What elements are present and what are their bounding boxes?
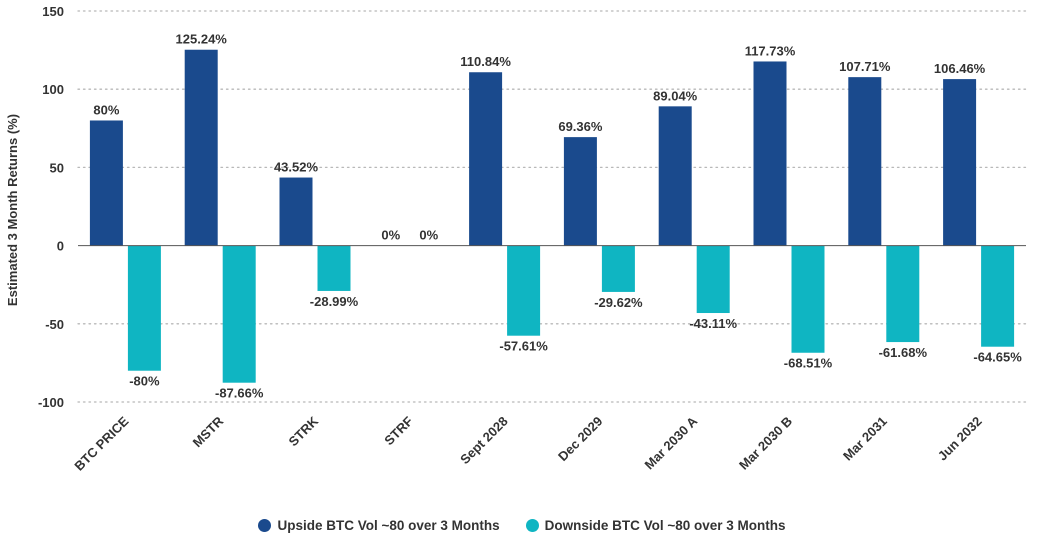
y-tick-label: 150	[42, 4, 64, 19]
upside-data-label: 125.24%	[176, 32, 228, 47]
downside-data-label: -28.99%	[310, 294, 359, 309]
x-tick-label: Jun 2032	[935, 414, 985, 464]
bars	[89, 49, 1015, 383]
x-tick-label: Dec 2029	[555, 414, 605, 464]
downside-bar	[601, 245, 635, 292]
downside-bar	[222, 245, 256, 383]
x-tick-label: MSTR	[190, 413, 227, 450]
x-tick-labels: BTC PRICE MSTR STRK STRF Sept 2028 Dec 2029 Ma…	[71, 413, 984, 474]
upside-data-label: 89.04%	[653, 88, 698, 103]
upside-bar	[943, 79, 977, 246]
upside-data-label: 69.36%	[558, 119, 603, 134]
legend-swatch-downside	[525, 518, 539, 532]
legend-item-upside: Upside BTC Vol ~80 over 3 Months	[258, 517, 500, 533]
bar-chart: 150 100 50 0 -50 -100 Estimated 3 Month Retur…	[5, 4, 1027, 474]
y-axis-label: Estimated 3 Month Returns (%)	[5, 114, 20, 306]
y-tick-label: 0	[57, 239, 64, 254]
downside-bar	[886, 245, 920, 343]
grid-lines	[77, 10, 1027, 403]
upside-data-label: 117.73%	[745, 43, 796, 58]
legend-label-downside: Downside BTC Vol ~80 over 3 Months	[544, 517, 786, 533]
legend-item-downside: Downside BTC Vol ~80 over 3 Months	[525, 517, 786, 533]
upside-bar	[753, 61, 787, 246]
downside-bar	[317, 245, 351, 291]
upside-data-label: 0%	[381, 228, 400, 243]
upside-bar	[89, 120, 123, 246]
y-tick-labels: 150 100 50 0 -50 -100	[38, 4, 64, 410]
legend: Upside BTC Vol ~80 over 3 Months Downsid…	[0, 514, 1044, 536]
downside-data-label: -29.62%	[594, 295, 643, 310]
upside-data-label: 80%	[93, 102, 119, 117]
upside-data-label: 43.52%	[274, 160, 319, 175]
upside-data-label: 106.46%	[934, 61, 986, 76]
x-tick-label: Sept 2028	[457, 414, 511, 468]
downside-data-label: -57.61%	[499, 339, 548, 354]
upside-data-label: 107.71%	[839, 59, 891, 74]
downside-data-label: -87.66%	[215, 386, 264, 401]
upside-bar	[279, 177, 313, 246]
downside-bar	[696, 245, 730, 314]
x-tick-label: Mar 2030 B	[736, 414, 795, 473]
legend-label-upside: Upside BTC Vol ~80 over 3 Months	[277, 517, 500, 533]
downside-data-label: -61.68%	[879, 345, 928, 360]
y-tick-label: 50	[50, 160, 64, 175]
upside-bar	[469, 72, 503, 246]
y-tick-label: -50	[45, 317, 64, 332]
downside-bar	[791, 245, 825, 353]
x-tick-label: Mar 2030 A	[642, 413, 701, 472]
upside-bar	[563, 137, 597, 246]
x-tick-label: STRF	[381, 413, 416, 448]
legend-swatch-upside	[258, 518, 272, 532]
downside-data-label: -80%	[129, 374, 160, 389]
downside-data-label: -43.11%	[689, 316, 737, 331]
downside-bar	[507, 245, 541, 336]
x-tick-label: STRK	[285, 413, 321, 449]
downside-data-label: -64.65%	[973, 350, 1022, 365]
upside-data-label: 110.84%	[460, 54, 511, 69]
downside-bar	[981, 245, 1015, 347]
downside-data-label: 0%	[419, 228, 438, 243]
data-labels: 80% -80% 125.24% -87.66% 43.52% -28.99% 0% 0% 11…	[93, 32, 1022, 401]
downside-data-label: -68.51%	[784, 356, 833, 371]
x-tick-label: BTC PRICE	[71, 413, 131, 473]
upside-bar	[184, 49, 218, 246]
y-tick-label: 100	[42, 82, 64, 97]
upside-bar	[848, 77, 882, 246]
x-tick-label: Mar 2031	[840, 414, 890, 464]
upside-bar	[658, 106, 692, 246]
downside-bar	[127, 245, 161, 371]
y-tick-label: -100	[38, 395, 64, 410]
